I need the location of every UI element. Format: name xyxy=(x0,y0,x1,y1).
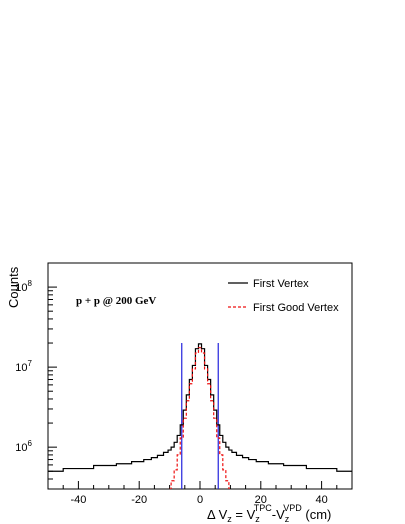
collision-annotation: p + p @ 200 GeV xyxy=(76,295,156,307)
y-tick-labels: 106 107 108 xyxy=(15,279,32,454)
x-title-dash: -V xyxy=(272,507,285,522)
x-tick-label: -20 xyxy=(131,494,147,506)
axis-ticks xyxy=(47,262,353,490)
x-tick-label: 20 xyxy=(255,494,267,506)
x-title-eq: = V xyxy=(232,507,256,522)
series-layer xyxy=(48,343,352,489)
x-title-sub-3: z xyxy=(285,514,290,524)
x-title-delta-v: Δ V xyxy=(207,507,228,522)
cut-lines xyxy=(181,343,219,489)
x-title-sup-tpc: TPC xyxy=(254,503,273,513)
x-axis-title: Δ Vz = VzTPC-VzVPD (cm) xyxy=(207,503,331,524)
x-title-sub-2: z xyxy=(255,514,260,524)
legend-label-first-good-vertex: First Good Vertex xyxy=(253,302,339,314)
y-tick-label: 106 xyxy=(15,439,32,454)
series-line-first-vertex xyxy=(48,343,352,472)
x-tick-labels: -40 -20 0 20 40 xyxy=(70,494,327,506)
y-tick-label: 107 xyxy=(15,359,32,374)
x-title-sup-vpd: VPD xyxy=(283,503,302,513)
series-line-first-good-vertex xyxy=(169,347,231,489)
x-title-sub-1: z xyxy=(227,514,232,524)
y-tick-label: 108 xyxy=(15,279,32,294)
y-axis-title: Counts xyxy=(6,266,21,308)
legend-label-first-vertex: First Vertex xyxy=(253,278,309,290)
x-title-unit: (cm) xyxy=(302,507,332,522)
x-tick-label: 40 xyxy=(315,494,327,506)
x-tick-label: 0 xyxy=(197,494,203,506)
legend: First Vertex First Good Vertex xyxy=(228,278,339,314)
x-tick-label: -40 xyxy=(70,494,86,506)
